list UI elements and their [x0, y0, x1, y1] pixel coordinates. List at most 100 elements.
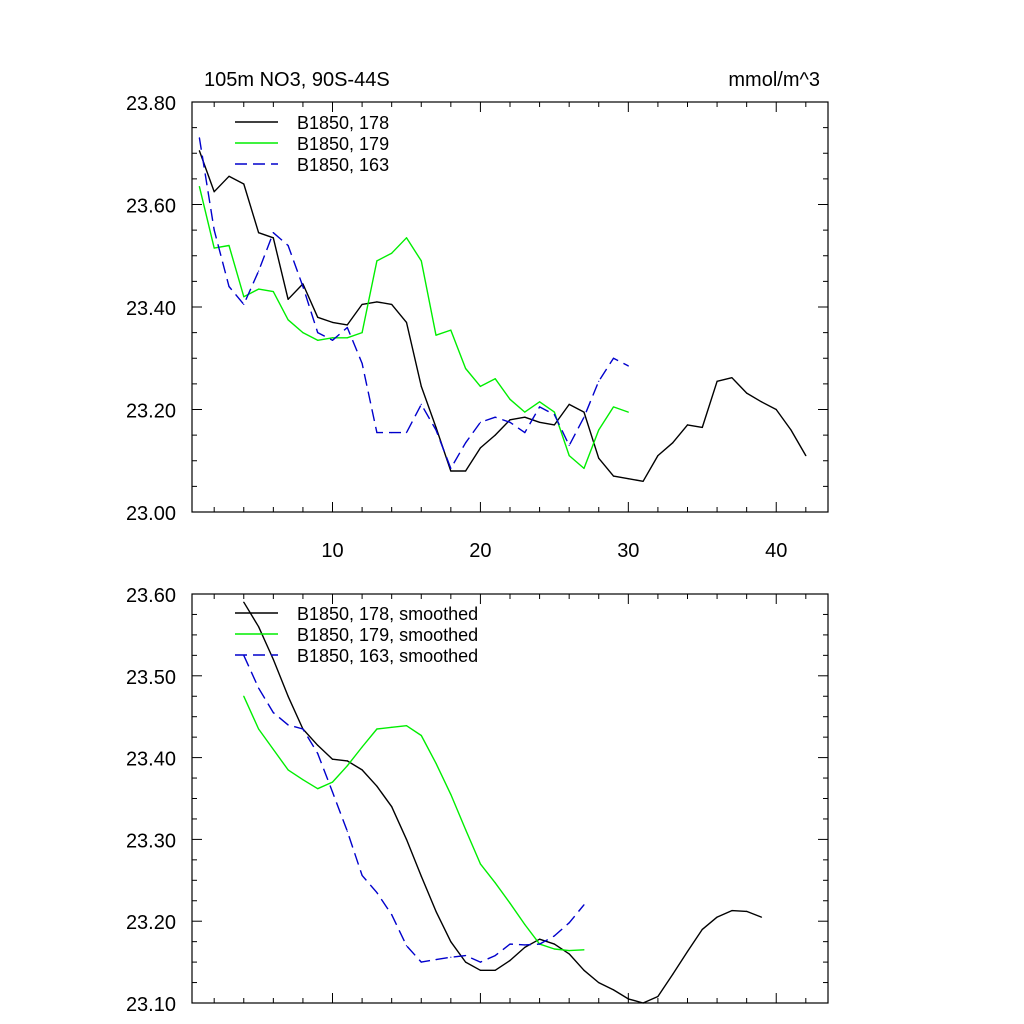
- top-series-2-point: [198, 137, 200, 139]
- bottom-series-2-point: [257, 687, 260, 689]
- top-series-0-point: [805, 455, 807, 457]
- bottom-series-2-point: [346, 830, 348, 832]
- top-series-1-point: [420, 260, 422, 262]
- bottom-series-1-point: [376, 728, 378, 730]
- bottom-series-1-point: [494, 882, 496, 884]
- bottom-series-0-point: [435, 910, 437, 912]
- top-series-0-point: [376, 301, 378, 303]
- bottom-series-2-point: [465, 954, 467, 957]
- bottom-series-0-point: [272, 658, 274, 661]
- top-series-0-point: [509, 419, 511, 421]
- top-series-0-point: [391, 303, 393, 306]
- top-x-tick-label: 30: [617, 540, 639, 562]
- bottom-series-1-point: [583, 949, 585, 951]
- bottom-series-0-point: [361, 769, 363, 771]
- top-series-0-point: [612, 475, 615, 477]
- top-series-0-point: [775, 408, 777, 411]
- bottom-series-1-point: [524, 923, 526, 926]
- bottom-series-0-point: [420, 875, 422, 877]
- top-series-1-point: [598, 429, 600, 431]
- top-series-0-point: [583, 411, 585, 413]
- top-chart-units: mmol/m^3: [728, 69, 820, 91]
- top-series-0-point: [716, 380, 718, 382]
- bottom-series-0-point: [583, 969, 585, 971]
- top-x-tick-label: 10: [321, 540, 343, 562]
- bottom-series-0-point: [672, 973, 674, 975]
- bottom-series-0-point: [465, 961, 467, 963]
- top-series-1-point: [198, 185, 200, 188]
- top-chart-panel: 105m NO3, 90S-44S mmol/m^3 23.00 23.20 23.…: [126, 69, 829, 562]
- top-series-1-point: [494, 378, 496, 380]
- top-series-2-point: [405, 431, 408, 434]
- bottom-series-0-point: [346, 760, 348, 762]
- top-series-0-point: [686, 424, 689, 426]
- top-series-0-point: [598, 457, 600, 459]
- top-series-0-point: [672, 442, 674, 444]
- top-series-2-point: [494, 416, 496, 418]
- top-series-0-point: [450, 470, 452, 472]
- bottom-legend-label-0: B1850, 178, smoothed: [297, 604, 478, 624]
- top-series-0-point: [257, 232, 260, 234]
- top-series-2-point: [435, 429, 437, 431]
- top-series-2-point: [538, 406, 541, 408]
- bottom-series-1-point: [243, 695, 245, 697]
- top-series-2-point: [568, 444, 570, 446]
- bottom-series-0-point: [627, 998, 629, 1000]
- top-chart-title: 105m NO3, 90S-44S: [204, 69, 390, 91]
- top-series-2-point: [509, 421, 511, 423]
- bottom-series-0-point: [642, 1002, 644, 1004]
- top-series-2-point: [465, 442, 467, 444]
- bottom-series-line-0: [243, 601, 762, 1004]
- top-series-2-point: [361, 362, 363, 364]
- bottom-series-0-point: [376, 785, 378, 787]
- top-series-2-point: [272, 232, 274, 234]
- top-series-0-point: [553, 424, 555, 426]
- top-series-1-point: [376, 260, 378, 262]
- top-series-2-point: [479, 421, 482, 423]
- top-series-0-point: [568, 403, 570, 405]
- top-series-2-point: [627, 365, 629, 367]
- bottom-series-1-point: [302, 779, 304, 781]
- top-series-1-point: [272, 291, 274, 293]
- top-series-0-point: [243, 183, 245, 185]
- bottom-series-2-point: [420, 961, 422, 963]
- top-series-line-2: [198, 137, 629, 470]
- bottom-y-tick-label: 23.40: [126, 749, 176, 771]
- bottom-series-0-point: [391, 806, 393, 808]
- bottom-series-0-point: [701, 928, 703, 930]
- top-series-0-point: [465, 470, 467, 472]
- top-series-1-point: [331, 337, 334, 339]
- top-series-2-point: [302, 285, 304, 288]
- top-series-0-point: [642, 480, 644, 482]
- top-series-line-0: [198, 150, 807, 482]
- bottom-series-1-point: [391, 726, 393, 728]
- bottom-series-1-point: [405, 725, 408, 727]
- top-series-1-point: [553, 411, 555, 413]
- bottom-series-2-point: [494, 954, 496, 957]
- bottom-series-1-point: [346, 765, 348, 767]
- top-series-1-point: [524, 411, 526, 413]
- top-y-tick-label: 23.00: [126, 503, 176, 525]
- top-series-0-point: [317, 316, 319, 318]
- bottom-series-2-point: [553, 935, 555, 937]
- top-series-line-1: [198, 186, 629, 470]
- bottom-series-1-point: [331, 781, 334, 783]
- bottom-y-tick-label: 23.20: [126, 912, 176, 934]
- top-series-1-point: [228, 244, 230, 247]
- top-series-1-point: [627, 411, 629, 413]
- top-y-tick-label: 23.40: [126, 298, 176, 320]
- top-series-2-point: [243, 303, 245, 306]
- top-series-0-point: [701, 426, 703, 429]
- top-series-0-point: [346, 324, 348, 326]
- bottom-series-0-point: [538, 938, 541, 940]
- top-series-2-point: [583, 416, 585, 418]
- top-series-2-point: [553, 414, 555, 416]
- top-series-1-point: [538, 401, 541, 403]
- bottom-series-0-point: [257, 626, 260, 628]
- top-series-2-point: [376, 431, 378, 434]
- top-series-1-point: [361, 332, 363, 334]
- top-series-0-point: [760, 401, 763, 403]
- top-series-0-point: [198, 150, 200, 152]
- top-series-0-point: [538, 421, 541, 423]
